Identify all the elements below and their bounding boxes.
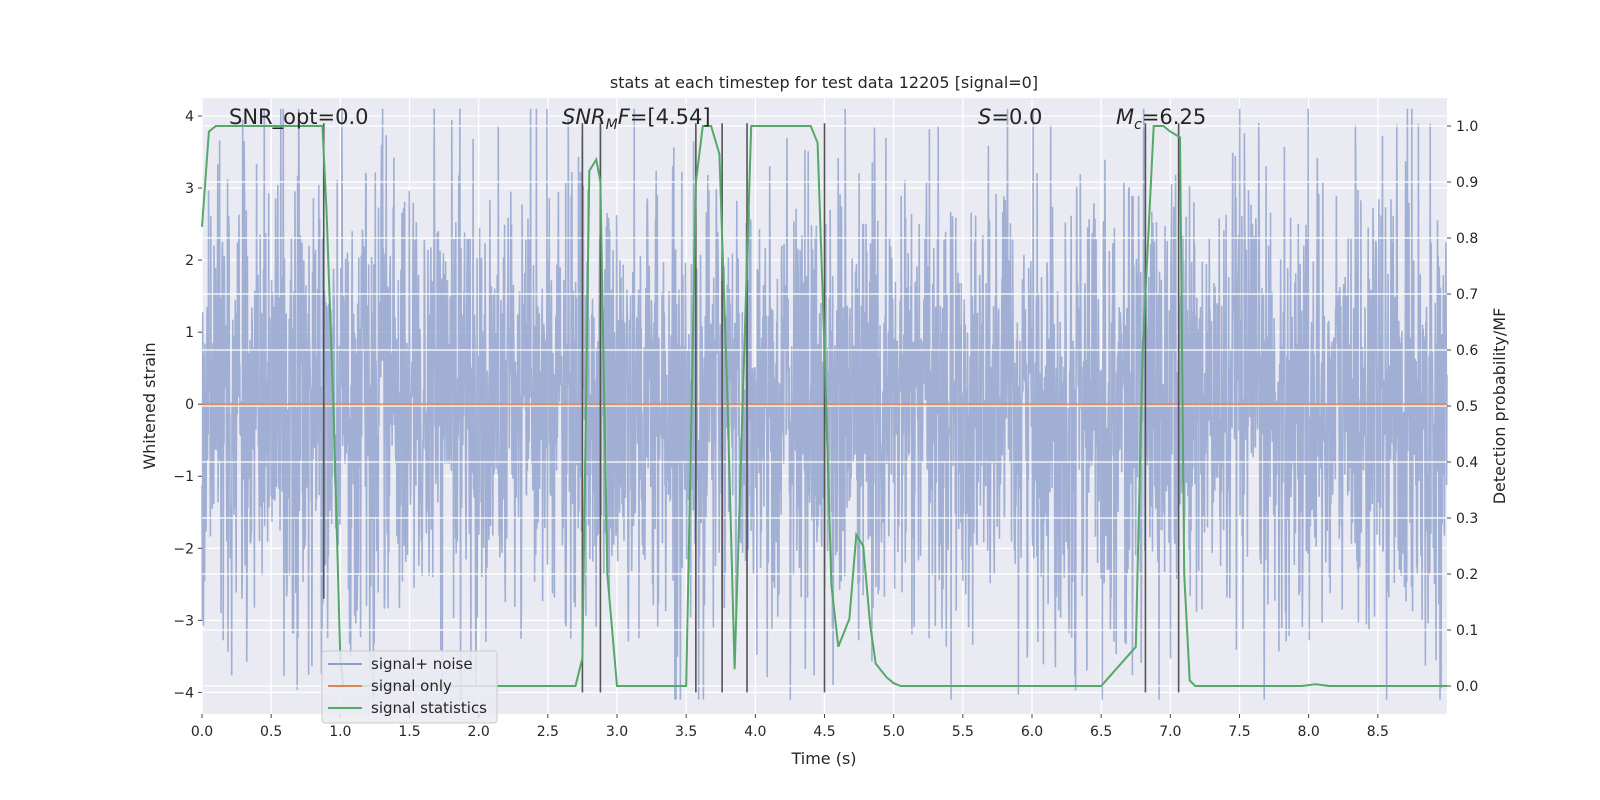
x-tick-label: 8.5 <box>1367 724 1389 740</box>
y-right-tick-label: 1.0 <box>1456 119 1478 135</box>
y-right-tick-label: 0.8 <box>1456 231 1478 247</box>
y-left-tick-label: −2 <box>173 541 194 557</box>
y-axis-left-ticks: 4 3 2 1 0 −1 −2 −3 −4 <box>173 109 202 701</box>
x-tick-label: 7.0 <box>1159 724 1181 740</box>
x-tick-label: 1.5 <box>398 724 420 740</box>
y-left-tick-label: −3 <box>173 613 194 629</box>
legend-label-signal: signal only <box>371 677 452 695</box>
x-tick-label: 6.0 <box>1021 724 1043 740</box>
x-tick-label: 0.0 <box>191 724 213 740</box>
y-right-tick-label: 0.4 <box>1456 455 1478 471</box>
y-right-tick-label: 0.3 <box>1456 511 1478 527</box>
annotation-s: S=0.0 <box>978 105 1042 129</box>
x-tick-label: 8.0 <box>1298 724 1320 740</box>
y-left-tick-label: 2 <box>185 253 194 269</box>
x-tick-label: 3.5 <box>675 724 697 740</box>
y-right-tick-label: 0.6 <box>1456 343 1478 359</box>
y-right-tick-label: 0.1 <box>1456 623 1478 639</box>
annotation-snr-mf: SNRMF=[4.54] <box>562 105 711 133</box>
annotation-mc: Mc=6.25 <box>1116 105 1206 133</box>
y-left-tick-label: 4 <box>185 109 194 125</box>
y-axis-left-label: Whitened strain <box>140 342 159 469</box>
y-left-tick-label: −1 <box>173 469 194 485</box>
x-axis-ticks: 0.0 0.5 1.0 1.5 2.0 2.5 3.0 3.5 4.0 4.5 5.0 5.5 6.0 6… <box>191 714 1389 740</box>
x-tick-label: 4.0 <box>744 724 766 740</box>
x-tick-label: 1.0 <box>329 724 351 740</box>
y-left-tick-label: 1 <box>185 325 194 341</box>
legend: signal+ noise signal only signal statist… <box>321 650 498 724</box>
legend-label-noise: signal+ noise <box>371 655 473 673</box>
legend-box <box>321 650 498 724</box>
y-right-tick-label: 0.7 <box>1456 287 1478 303</box>
y-axis-right-label: Detection probability/MF <box>1490 308 1509 505</box>
y-left-tick-label: 3 <box>185 181 194 197</box>
y-right-tick-label: 0.9 <box>1456 175 1478 191</box>
y-right-tick-label: 0.0 <box>1456 679 1478 695</box>
y-right-tick-label: 0.2 <box>1456 567 1478 583</box>
x-tick-label: 6.5 <box>1090 724 1112 740</box>
x-tick-label: 2.0 <box>468 724 490 740</box>
chart-title: stats at each timestep for test data 122… <box>610 73 1038 92</box>
x-tick-label: 5.0 <box>883 724 905 740</box>
x-axis-label: Time (s) <box>790 749 856 768</box>
legend-label-statistics: signal statistics <box>371 699 487 717</box>
x-tick-label: 5.5 <box>952 724 974 740</box>
x-tick-label: 0.5 <box>260 724 282 740</box>
x-tick-label: 4.5 <box>813 724 835 740</box>
x-tick-label: 7.5 <box>1228 724 1250 740</box>
x-tick-label: 2.5 <box>537 724 559 740</box>
y-left-tick-label: 0 <box>185 397 194 413</box>
y-axis-right-ticks: 1.0 0.9 0.8 0.7 0.6 0.5 0.4 0.3 0.2 0.1 0.0 <box>1447 119 1478 695</box>
y-left-tick-label: −4 <box>173 685 194 701</box>
detection-markers <box>322 123 1180 693</box>
y-right-tick-label: 0.5 <box>1456 399 1478 415</box>
annotation-snr-opt: SNR_opt=0.0 <box>229 105 369 130</box>
x-tick-label: 3.0 <box>606 724 628 740</box>
